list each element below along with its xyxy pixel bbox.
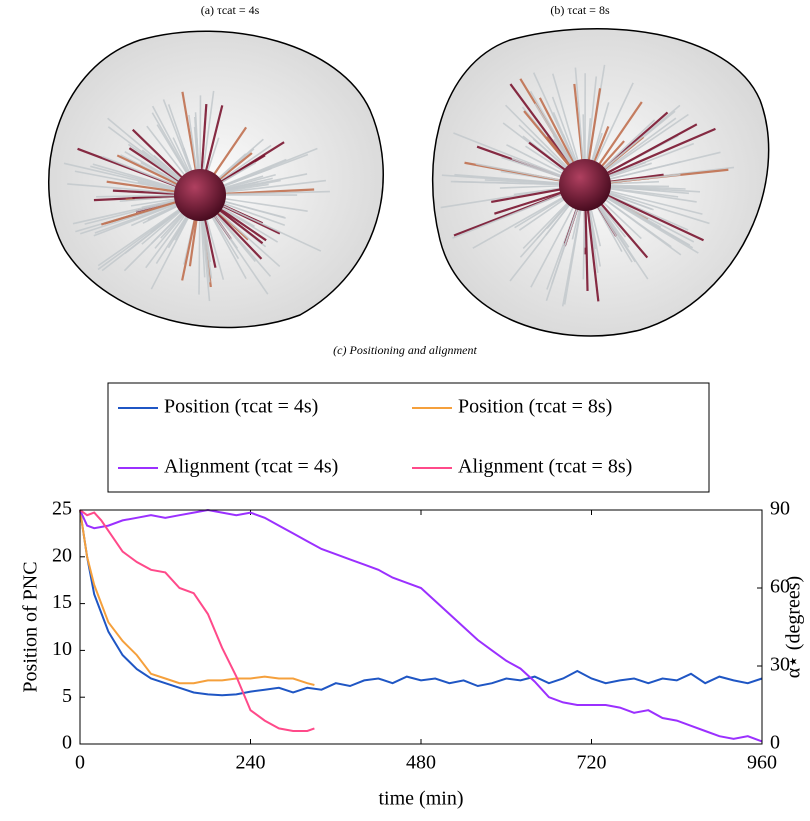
legend-label: Alignment (τcat = 8s) <box>458 456 632 478</box>
x-axis-label: time (min) <box>379 788 464 810</box>
series-line <box>80 510 314 731</box>
caption: (b) τcat = 8s <box>550 3 610 17</box>
legend-label: Alignment (τcat = 4s) <box>164 456 338 478</box>
y2-tick-label: 90 <box>770 498 790 520</box>
x-tick-label: 0 <box>75 752 85 774</box>
nucleus <box>559 159 611 211</box>
x-tick-label: 720 <box>577 752 607 774</box>
x-tick-label: 960 <box>747 752 777 774</box>
nucleus <box>174 169 226 221</box>
y-tick-label: 5 <box>62 685 72 707</box>
caption: (a) τcat = 4s <box>201 3 260 17</box>
y2-tick-label: 0 <box>770 732 780 754</box>
x-tick-label: 480 <box>406 752 436 774</box>
series-line <box>80 510 762 695</box>
legend-label: Position (τcat = 8s) <box>458 396 612 418</box>
y-tick-label: 15 <box>52 591 72 613</box>
y-axis-label: Position of PNC <box>20 561 42 692</box>
series-line <box>80 510 762 741</box>
y-tick-label: 25 <box>52 498 72 520</box>
legend-label: Position (τcat = 4s) <box>164 396 318 418</box>
y-tick-label: 10 <box>52 638 72 660</box>
y-tick-label: 20 <box>52 544 72 566</box>
y2-axis-label: α⋆ (degrees) <box>783 576 805 678</box>
x-tick-label: 240 <box>236 752 266 774</box>
y-tick-label: 0 <box>62 732 72 754</box>
plot-frame <box>80 510 762 744</box>
caption: (c) Positioning and alignment <box>333 343 477 357</box>
